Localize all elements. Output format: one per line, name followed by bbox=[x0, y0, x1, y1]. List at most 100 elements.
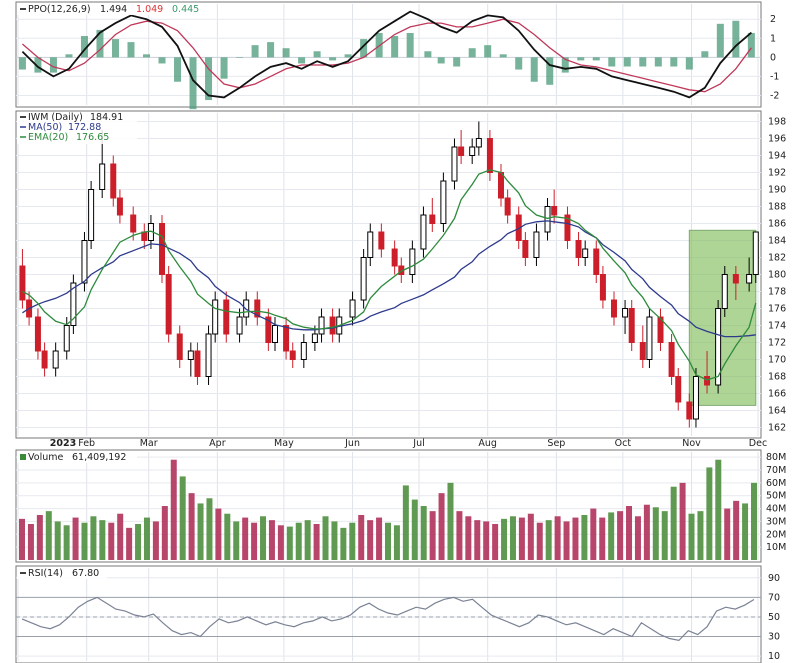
volume-bar bbox=[385, 522, 391, 560]
ppo-legend: PPO(12,26,9) 1.494 1.049 0.445 bbox=[17, 3, 207, 15]
volume-legend: Volume 61,409,192 bbox=[17, 451, 137, 463]
candle-body bbox=[378, 231, 385, 250]
x-tick-label: Mar bbox=[140, 438, 158, 449]
volume-bar bbox=[358, 515, 365, 560]
candle-body bbox=[116, 197, 123, 216]
volume-plot bbox=[19, 459, 757, 560]
volume-bar bbox=[581, 515, 588, 560]
candle-body bbox=[300, 342, 307, 360]
volume-bar bbox=[652, 507, 659, 560]
candle-body bbox=[704, 376, 711, 386]
candle-body bbox=[544, 206, 551, 233]
ppo-line bbox=[21, 10, 752, 99]
x-tick-label: Oct bbox=[615, 438, 632, 449]
ppo-histogram-bar bbox=[468, 48, 476, 58]
volume-bar bbox=[509, 516, 516, 560]
ema20-legend-value: 176.65 bbox=[76, 132, 109, 143]
volume-bar bbox=[143, 517, 150, 560]
ppo-y-tick: 2 bbox=[770, 14, 776, 25]
price-y-tick: 174 bbox=[768, 321, 786, 332]
volume-bar bbox=[322, 516, 329, 560]
volume-bar bbox=[688, 513, 695, 560]
volume-bar bbox=[81, 522, 88, 560]
price-y-tick: 168 bbox=[768, 372, 786, 383]
ppo-histogram-bar bbox=[484, 45, 492, 58]
volume-bar bbox=[626, 506, 633, 560]
ppo-histogram-bar bbox=[251, 45, 259, 58]
ppo-legend-histogram: 0.445 bbox=[172, 4, 199, 15]
ppo-histogram-bar bbox=[158, 57, 166, 64]
candle-body bbox=[409, 248, 416, 275]
volume-bar bbox=[706, 467, 713, 560]
volume-bar bbox=[572, 517, 579, 560]
volume-bar bbox=[447, 482, 454, 560]
ema20-legend-title: EMA(20) bbox=[28, 132, 68, 143]
volume-bar bbox=[367, 520, 374, 560]
volume-bar bbox=[251, 522, 258, 560]
ppo-histogram-bar bbox=[530, 57, 538, 82]
candle-body bbox=[19, 265, 26, 301]
rsi-y-tick: 90 bbox=[768, 573, 780, 584]
x-tick-label: May bbox=[274, 438, 294, 449]
candle-body bbox=[360, 257, 367, 301]
volume-y-tick: 50M bbox=[766, 491, 786, 502]
volume-bar bbox=[63, 525, 70, 560]
volume-bar bbox=[268, 520, 275, 560]
ppo-histogram-bar bbox=[515, 57, 523, 70]
volume-bar bbox=[117, 513, 124, 560]
volume-y-tick: 70M bbox=[766, 465, 786, 476]
candle-body bbox=[187, 350, 194, 360]
candle-body bbox=[610, 299, 617, 318]
ppo-histogram-bar bbox=[437, 57, 445, 64]
ppo-histogram-bar bbox=[143, 54, 151, 58]
volume-bar bbox=[634, 516, 641, 560]
candle-body bbox=[639, 342, 646, 360]
ppo-histogram-bar bbox=[205, 57, 213, 101]
ppo-histogram-bar bbox=[577, 57, 585, 61]
volume-bar bbox=[465, 516, 472, 560]
volume-bar bbox=[402, 485, 409, 560]
ppo-histogram-bar bbox=[747, 32, 755, 58]
ppo-histogram-bar bbox=[592, 57, 600, 61]
candle-body bbox=[236, 316, 243, 335]
volume-y-tick: 10M bbox=[766, 542, 786, 553]
volume-bar bbox=[376, 517, 383, 560]
volume-bar bbox=[72, 517, 79, 560]
volume-bar bbox=[286, 526, 293, 560]
candle-body bbox=[176, 333, 183, 360]
candle-body bbox=[318, 316, 325, 335]
axis-labels: 2023 Feb Mar Apr May Jun Jul Aug Sep Oct Nov Dec210… bbox=[50, 14, 787, 662]
candle-body bbox=[141, 231, 148, 241]
volume-bar bbox=[554, 516, 561, 560]
candle-body bbox=[675, 376, 682, 403]
volume-bar bbox=[152, 521, 159, 560]
x-tick-label: Nov bbox=[682, 438, 701, 449]
volume-bar bbox=[36, 515, 43, 560]
ppo-histogram-bar bbox=[391, 36, 399, 58]
ppo-y-tick: -2 bbox=[770, 90, 779, 101]
x-tick-label: Feb bbox=[78, 438, 95, 449]
volume-bar bbox=[501, 518, 508, 560]
volume-bar bbox=[215, 508, 222, 560]
candle-body bbox=[486, 138, 493, 173]
candle-body bbox=[732, 274, 739, 284]
price-legend-value: 184.91 bbox=[90, 112, 123, 123]
ppo-histogram-bar bbox=[65, 54, 73, 58]
volume-bar bbox=[608, 512, 615, 560]
candle-body bbox=[575, 240, 582, 258]
candle-body bbox=[522, 240, 529, 258]
x-tick-label: Sep bbox=[547, 438, 565, 449]
ppo-histogram-bar bbox=[127, 42, 135, 58]
volume-bar bbox=[27, 524, 34, 560]
candle-body bbox=[657, 316, 664, 343]
x-tick-label: Jun bbox=[344, 438, 360, 449]
volume-y-tick: 80M bbox=[766, 452, 786, 463]
volume-y-tick: 60M bbox=[766, 478, 786, 489]
ma50-legend-value: 172.88 bbox=[68, 122, 101, 133]
ppo-histogram-bar bbox=[236, 57, 244, 58]
volume-bar bbox=[170, 459, 177, 560]
volume-bar bbox=[45, 511, 52, 560]
price-y-tick: 182 bbox=[768, 253, 786, 264]
price-legend: IWM (Daily) 184.91 MA(50) 172.88 EMA(20)… bbox=[17, 112, 137, 144]
